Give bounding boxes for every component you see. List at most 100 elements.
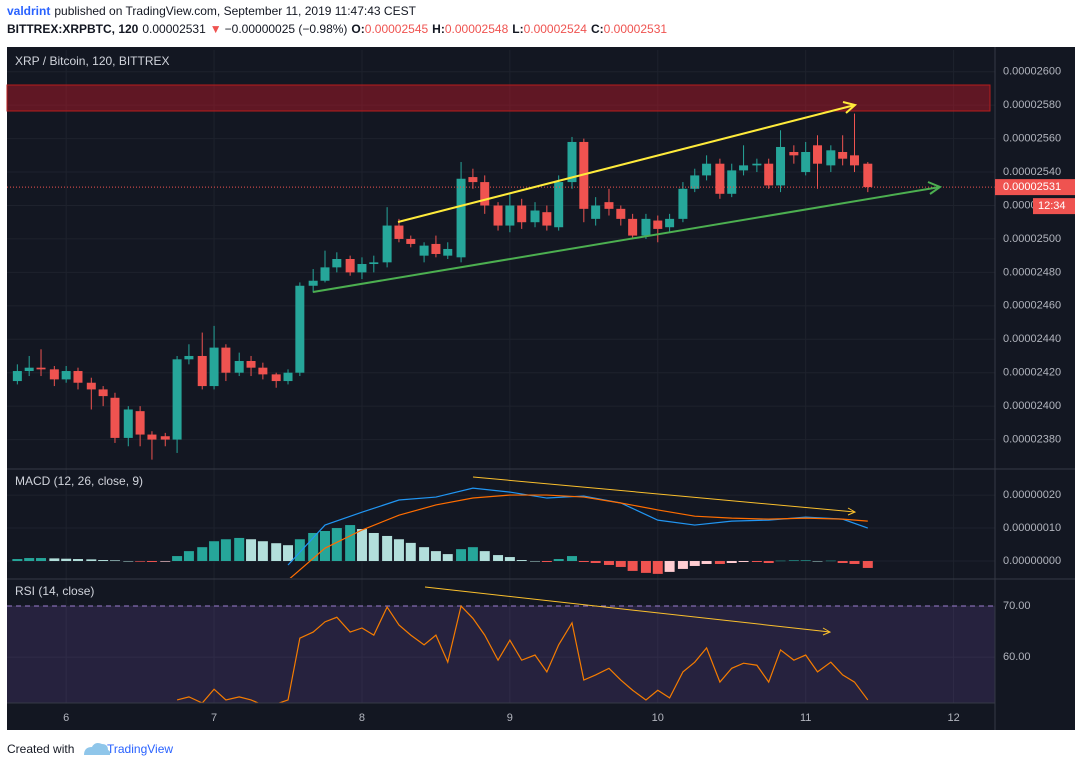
histogram-bar xyxy=(862,561,873,568)
frame xyxy=(7,47,1075,730)
y-tick-label: 0.00000020 xyxy=(1003,489,1061,501)
histogram-bar xyxy=(456,549,467,562)
histogram-bar xyxy=(812,561,823,562)
histogram-bar xyxy=(246,539,257,562)
y-tick-label: 0.00002540 xyxy=(1003,166,1061,178)
divergence-line xyxy=(472,476,856,513)
histogram-bar xyxy=(837,561,848,563)
y-tick-label: 0.00002460 xyxy=(1003,300,1061,312)
footer-brand: TradingView xyxy=(107,742,173,756)
countdown-box xyxy=(1033,198,1075,215)
y-tick-label: 0.00002600 xyxy=(1003,66,1061,78)
histogram-bar xyxy=(553,559,564,562)
histogram-bar xyxy=(24,558,35,562)
y-tick-label: 0.00000000 xyxy=(1003,555,1061,567)
x-tick-label: 8 xyxy=(359,712,365,724)
y-tick-label: 0.00002440 xyxy=(1003,333,1061,345)
candle-body xyxy=(776,146,786,186)
candle-body xyxy=(764,163,774,186)
candle-body xyxy=(147,434,157,440)
candle-body xyxy=(665,218,675,228)
candle-body xyxy=(443,248,453,256)
histogram-bar xyxy=(135,561,146,562)
quote-label: C: xyxy=(591,22,604,36)
histogram-bar xyxy=(12,559,23,562)
grid xyxy=(7,50,995,703)
candle-body xyxy=(86,382,96,390)
symbol: BITTREX:XRPBTC, 120 xyxy=(7,22,139,36)
histogram-bar xyxy=(578,561,589,563)
candle-body xyxy=(628,218,638,236)
quote-value: 0.00002524 xyxy=(524,22,588,36)
histogram-bar xyxy=(49,558,60,562)
histogram-bar xyxy=(800,560,811,562)
quote-label: O: xyxy=(351,22,364,36)
panel-title: XRP / Bitcoin, 120, BITTREX xyxy=(15,54,170,68)
quote-label: H: xyxy=(432,22,445,36)
candle-body xyxy=(789,151,799,156)
quote-value: 0.00002531 xyxy=(604,22,668,36)
brand-logo xyxy=(84,743,111,755)
y-tick-label: 0.00002480 xyxy=(1003,266,1061,278)
candle-body xyxy=(554,182,564,228)
histogram-bar xyxy=(209,541,220,562)
quote-label: L: xyxy=(512,22,523,36)
histogram-bar xyxy=(516,560,527,562)
x-tick-label: 7 xyxy=(211,712,217,724)
candle-body xyxy=(493,205,503,226)
candle-body xyxy=(813,145,823,164)
y-tick-label: 0.00002560 xyxy=(1003,133,1061,145)
histogram-bar xyxy=(615,561,626,567)
candle-body xyxy=(61,371,71,380)
histogram-bar xyxy=(419,547,430,562)
histogram-bar xyxy=(98,560,109,562)
histogram-bar xyxy=(319,531,330,562)
histogram-bar xyxy=(405,542,416,562)
histogram-bar xyxy=(197,547,208,562)
candle-body xyxy=(271,374,281,382)
footer-text: Created with xyxy=(7,742,74,756)
y-tick-label: 0.00002500 xyxy=(1003,233,1061,245)
histogram-bar xyxy=(664,561,675,572)
candle-body xyxy=(295,285,305,373)
candle-body xyxy=(345,259,355,273)
histogram-bar xyxy=(257,541,268,562)
histogram-bar xyxy=(751,561,762,563)
x-tick-label: 6 xyxy=(63,712,69,724)
histogram-bar xyxy=(86,559,97,562)
publish-line: valdrint published on TradingView.com, Se… xyxy=(7,4,417,18)
candle-body xyxy=(160,436,170,440)
candle-body xyxy=(715,163,725,194)
candle-body xyxy=(234,360,244,373)
countdown: 12:34 xyxy=(1038,200,1066,212)
labels: XRP / Bitcoin, 120, BITTREX 0.00002380 0.0… xyxy=(15,54,1075,724)
candle-body xyxy=(12,371,22,382)
candle-body xyxy=(197,355,207,387)
candle-body xyxy=(172,359,182,440)
candle-body xyxy=(838,151,848,159)
candle-body xyxy=(246,360,256,368)
plots xyxy=(7,113,995,703)
chart-background xyxy=(7,47,1075,730)
x-tick-label: 12 xyxy=(947,712,959,724)
histogram-bar xyxy=(123,561,134,562)
histogram-bar xyxy=(849,561,860,564)
histogram-bar xyxy=(640,561,651,573)
candle-body xyxy=(36,367,46,370)
histogram-bar xyxy=(590,561,601,563)
quote-value: 0.00002545 xyxy=(365,22,429,36)
histogram-bar xyxy=(160,561,171,562)
arrow-head xyxy=(842,101,858,114)
histogram-bar xyxy=(331,528,342,562)
candle-body xyxy=(258,367,268,375)
histogram-bar xyxy=(530,561,541,562)
last-price-label: 0.00002531 xyxy=(1003,181,1061,193)
candle-body xyxy=(727,170,737,194)
candle-body xyxy=(382,225,392,263)
candle-body xyxy=(826,150,836,166)
histogram-bar xyxy=(382,535,393,562)
candle-body xyxy=(123,409,133,438)
divergence-line xyxy=(424,586,831,633)
candle-body xyxy=(98,389,108,397)
